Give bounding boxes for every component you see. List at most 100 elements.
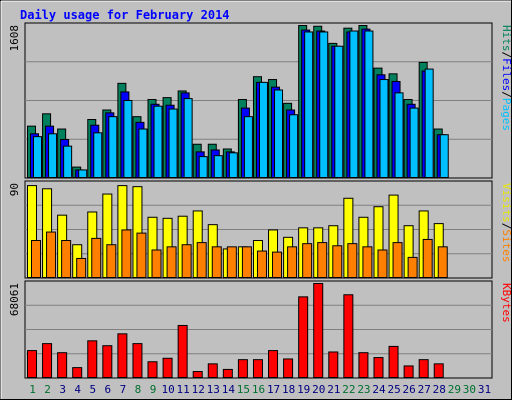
bar-kbytes <box>27 350 37 378</box>
day-label: 8 <box>135 383 142 396</box>
bar-pages <box>334 45 344 178</box>
bar-pages <box>304 31 314 178</box>
bar-kbytes <box>373 357 384 378</box>
bar-sites <box>61 240 72 278</box>
bar-kbytes <box>162 357 173 378</box>
bar-sites <box>151 249 162 278</box>
axis-label-kbytes: KBytes <box>500 283 512 323</box>
bar-kbytes <box>207 363 218 378</box>
axis-label-part: Pages <box>500 98 512 131</box>
bar-pages <box>243 116 253 178</box>
bar-sites <box>136 232 147 279</box>
bar-pages <box>153 105 163 178</box>
day-label: 18 <box>282 383 295 396</box>
bar-sites <box>256 250 267 279</box>
day-label: 2 <box>44 383 51 396</box>
bar-pages <box>93 132 103 178</box>
bar-pages <box>274 89 284 178</box>
bar-sites <box>106 244 117 279</box>
bar-sites <box>31 240 41 278</box>
bar-kbytes <box>433 363 444 378</box>
bar-sites <box>422 238 433 278</box>
bar-kbytes <box>117 333 128 379</box>
bar-kbytes <box>403 365 414 379</box>
bar-pages <box>228 152 238 179</box>
bar-kbytes <box>343 294 354 378</box>
day-label: 17 <box>267 383 280 396</box>
bar-pages <box>138 128 148 178</box>
axis-label-part: Sites <box>500 229 512 262</box>
day-label: 21 <box>327 383 340 396</box>
bar-kbytes <box>418 359 429 379</box>
bar-kbytes <box>222 368 233 378</box>
bar-sites <box>121 229 132 278</box>
bar-pages <box>409 107 419 178</box>
bar-pages <box>198 156 208 179</box>
x-axis-day-labels: 1 2 3 4 5 6 7 8 9 10 11 12 13 14 15 16 17 18 19 20 21 22 23 24 2… <box>29 383 491 396</box>
bar-kbytes <box>72 367 83 378</box>
day-label: 16 <box>252 383 265 396</box>
day-label: 19 <box>297 383 310 396</box>
day-label: 31 <box>478 383 491 396</box>
axis-label-part: / <box>500 223 512 230</box>
bar-pages <box>319 31 329 178</box>
day-label: 22 <box>342 383 355 396</box>
day-label: 10 <box>161 383 174 396</box>
bar-pages <box>48 133 58 178</box>
bar-sites <box>302 243 313 279</box>
bar-kbytes <box>42 343 53 378</box>
bar-pages <box>123 99 133 178</box>
bar-kbytes <box>192 371 203 378</box>
bar-pages <box>258 81 268 178</box>
axis-label-part: Visits <box>500 183 512 223</box>
chart-title: Daily usage for February 2014 <box>20 8 230 22</box>
series-pages <box>33 30 449 179</box>
day-label: 6 <box>105 383 112 396</box>
day-label: 5 <box>89 383 96 396</box>
day-label: 30 <box>463 383 476 396</box>
bar-pages <box>33 136 42 178</box>
bar-sites <box>46 231 57 278</box>
bar-sites <box>196 242 207 279</box>
day-label: 14 <box>222 383 236 396</box>
day-label: 9 <box>150 383 157 396</box>
bar-pages <box>78 169 88 179</box>
bar-sites <box>166 246 177 278</box>
bar-kbytes <box>57 352 68 379</box>
panel-kbytes: 68061 KBytes <box>8 280 512 379</box>
bar-pages <box>379 79 389 178</box>
day-label: 26 <box>403 383 416 396</box>
bar-kbytes <box>358 352 369 379</box>
bar-sites <box>347 243 358 279</box>
y-max-label-kbytes: 68061 <box>8 283 21 316</box>
bar-sites <box>392 242 403 279</box>
day-label: 7 <box>120 383 127 396</box>
bar-kbytes <box>283 358 294 379</box>
bar-kbytes <box>237 359 248 379</box>
axis-label-hits: Hits/Files/Pages <box>500 25 512 131</box>
axis-label-part: Hits <box>500 25 512 52</box>
day-label: 15 <box>237 383 250 396</box>
bar-sites <box>287 246 298 278</box>
bar-pages <box>108 116 118 178</box>
day-label: 3 <box>59 383 66 396</box>
bar-kbytes <box>328 351 339 379</box>
bar-sites <box>377 249 388 278</box>
bar-kbytes <box>388 345 399 379</box>
bar-kbytes <box>252 359 263 379</box>
day-label: 12 <box>192 383 205 396</box>
day-label: 28 <box>433 383 446 396</box>
panel-visits: 90 Visits/Sites <box>8 180 512 279</box>
bar-sites <box>181 244 192 279</box>
day-label: 24 <box>372 383 386 396</box>
series-kbytes <box>27 283 444 379</box>
axis-label-part: / <box>500 52 512 59</box>
bar-sites <box>226 246 237 278</box>
day-label: 25 <box>387 383 400 396</box>
bar-sites <box>407 256 418 278</box>
bar-sites <box>437 246 448 278</box>
bar-pages <box>439 134 449 178</box>
axis-label-part: KBytes <box>500 283 512 323</box>
axis-label-visits: Visits/Sites <box>500 183 512 263</box>
